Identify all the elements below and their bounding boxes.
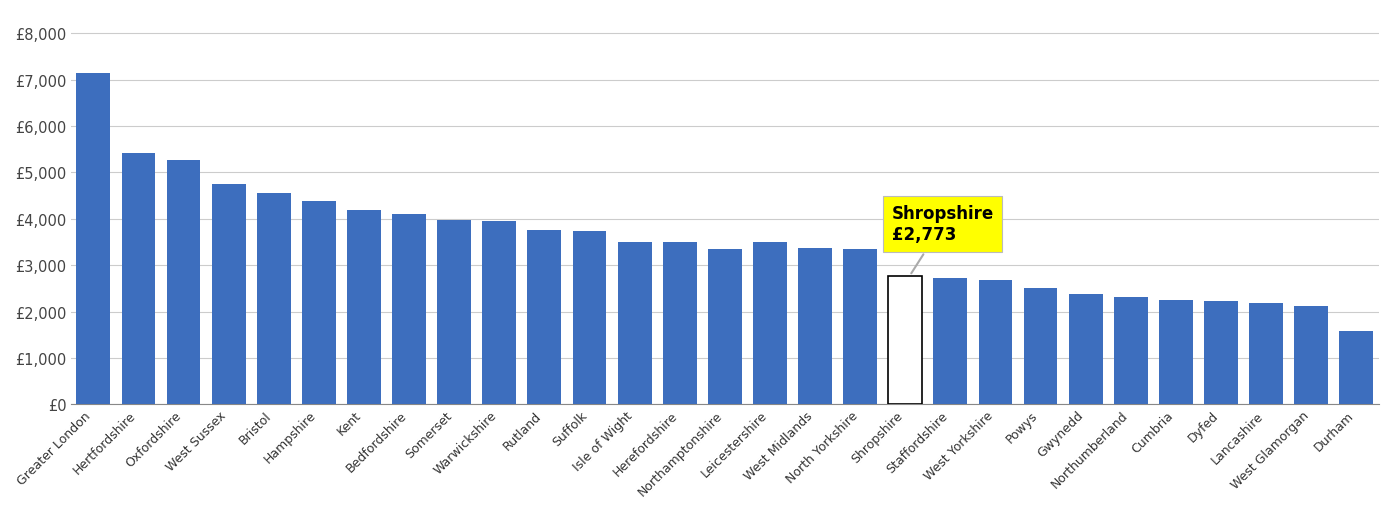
Bar [617,242,652,405]
Bar [1113,297,1148,405]
Bar [798,248,833,405]
Bar [1294,306,1327,405]
Bar [708,249,742,405]
Bar [1069,294,1102,405]
Text: Shropshire
£2,773: Shropshire £2,773 [892,205,994,274]
Bar [302,202,336,405]
Bar [1250,303,1283,405]
Bar [888,276,922,405]
Bar [1204,301,1238,405]
Bar [482,221,516,405]
Bar [121,154,156,405]
Bar [348,210,381,405]
Bar [573,232,606,405]
Bar [934,278,967,405]
Bar [392,215,425,405]
Bar [753,243,787,405]
Bar [1023,289,1058,405]
Bar [257,193,291,405]
Bar [438,221,471,405]
Bar [663,243,696,405]
Bar [979,280,1012,405]
Bar [76,74,110,405]
Bar [844,250,877,405]
Bar [527,231,562,405]
Bar [1159,300,1193,405]
Bar [211,185,246,405]
Bar [1340,331,1373,405]
Bar [167,160,200,405]
